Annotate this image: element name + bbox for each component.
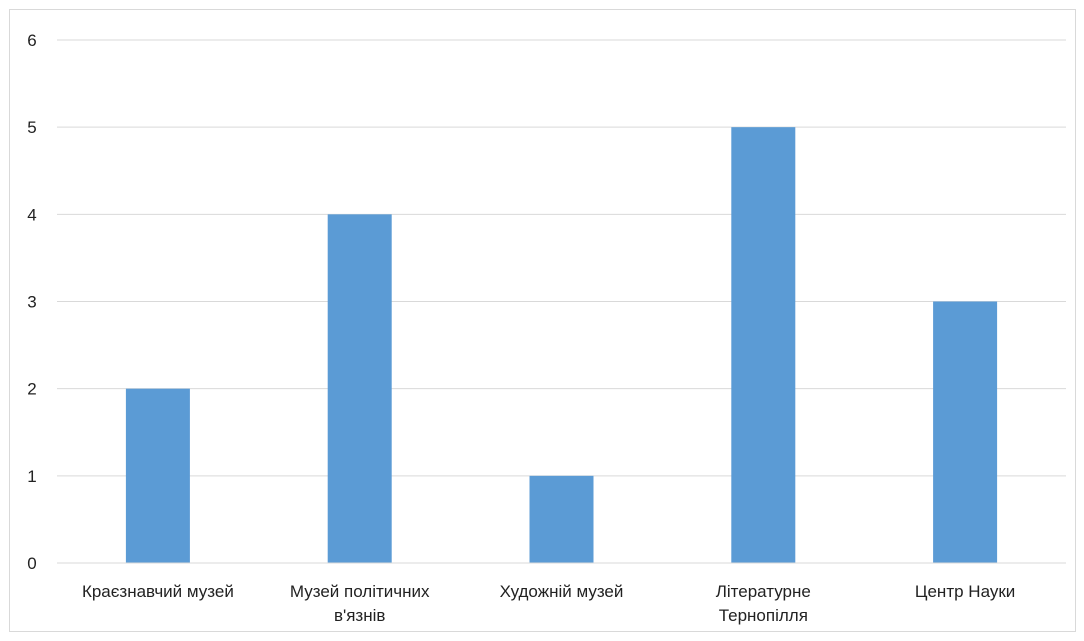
bar — [327, 214, 392, 564]
bar — [125, 388, 190, 563]
y-tick-label: 1 — [27, 467, 36, 486]
bar — [933, 301, 998, 563]
gridlines — [57, 39, 1066, 477]
bars — [125, 127, 998, 564]
bar — [529, 475, 594, 563]
x-category-label: Краєзнавчий музей — [82, 582, 234, 601]
x-category-label: Музей політичних в'язнів — [290, 582, 430, 625]
bar — [731, 127, 796, 564]
x-category-label: Літературне Тернопілля — [716, 582, 811, 625]
y-tick-label: 0 — [27, 554, 36, 573]
x-category-label: Художній музей — [500, 582, 624, 601]
y-tick-label: 2 — [27, 380, 36, 399]
y-tick-label: 5 — [27, 118, 36, 137]
y-tick-label: 3 — [27, 293, 36, 312]
x-category-label: Центр Науки — [915, 582, 1015, 601]
y-tick-label: 6 — [27, 31, 36, 50]
y-axis-tick-labels: 0 1 2 3 4 5 6 — [27, 31, 36, 573]
y-tick-label: 4 — [27, 205, 36, 224]
x-axis-category-labels: Краєзнавчий музей Музей політичних в'язнів… — [82, 582, 1015, 625]
